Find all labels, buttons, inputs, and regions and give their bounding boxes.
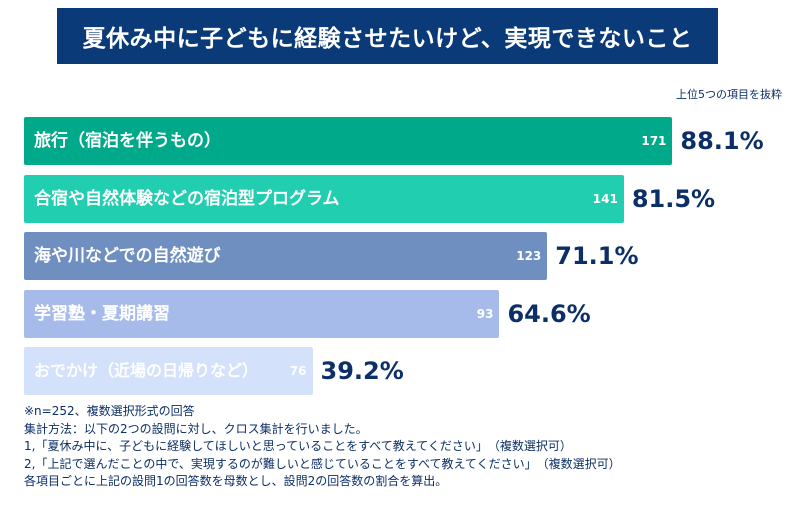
bar-value-label: 39.2% xyxy=(320,357,404,385)
chart-note: 上位5つの項目を抜粋 xyxy=(676,88,782,101)
bar-value-label: 81.5% xyxy=(631,184,716,213)
footnote: 1,「夏休み中に、子どもに経験してほしいと思っていることをすべて教えてください」… xyxy=(24,439,572,453)
bar-value-label: 88.1% xyxy=(680,127,764,155)
bar: 学習塾・夏期講習 93 xyxy=(24,289,500,338)
footnote: 各項目ごとに上記の設問1の回答数を母数とし、設問2の回答数の割合を算出。 xyxy=(24,474,448,488)
bar-category-label: 合宿や自然体験などの宿泊型プログラム xyxy=(34,188,340,209)
bar: おでかけ（近場の日帰りなど） 76 xyxy=(24,347,313,395)
bar-value-label: 64.6% xyxy=(507,299,591,328)
bar-category-label: 旅行（宿泊を伴うもの） xyxy=(34,131,221,151)
footnotes: ※n=252、複数選択形式の回答 集計方法：以下の2つの設問に対し、クロス集計を… xyxy=(24,403,621,491)
bar-count-label: 123 xyxy=(516,249,542,263)
bar-value-label: 71.1% xyxy=(555,242,639,270)
bar: 海や川などでの自然遊び 123 xyxy=(24,232,548,280)
bar-count-label: 171 xyxy=(641,134,667,148)
footnote: ※n=252、複数選択形式の回答 xyxy=(24,404,195,418)
bar: 旅行（宿泊を伴うもの） 171 xyxy=(24,117,673,165)
footnote: 集計方法：以下の2つの設問に対し、クロス集計を行いました。 xyxy=(24,421,368,436)
bar-category-label: 海や川などでの自然遊び xyxy=(34,246,221,266)
bar-count-label: 93 xyxy=(476,306,494,321)
bar-count-label: 76 xyxy=(289,364,307,378)
bar-chart: 旅行（宿泊を伴うもの） 171 88.1% 合宿や自然体験などの宿泊型プログラム 141… xyxy=(24,117,764,395)
chart-title: 夏休み中に子どもに経験させたいけど、実現できないこと xyxy=(57,8,718,64)
footnote: 2,「上記で選んだことの中で、実現するのが難しいと感じていることをすべて教えてく… xyxy=(24,456,621,471)
bar: 合宿や自然体験などの宿泊型プログラム 141 xyxy=(24,174,624,223)
bar-count-label: 141 xyxy=(592,191,618,206)
bar-category-label: おでかけ（近場の日帰りなど） xyxy=(34,361,259,380)
bar-category-label: 学習塾・夏期講習 xyxy=(34,303,170,324)
